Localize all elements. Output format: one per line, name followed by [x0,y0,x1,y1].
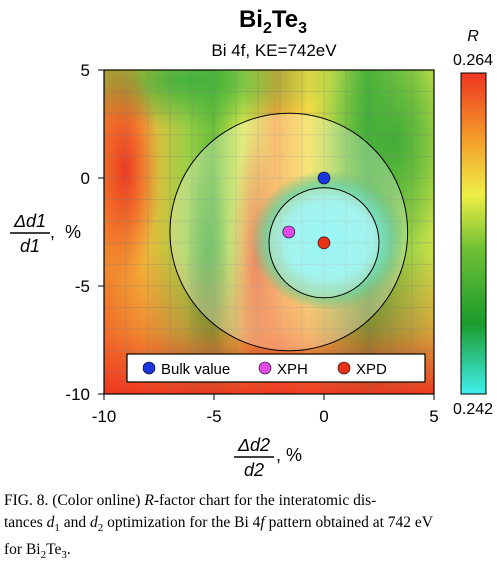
figure-title: Bi2Te3 [239,6,307,37]
x-axis: -10 -5 0 5 [92,394,439,426]
legend-marker [337,361,351,375]
colorbar-max-label: 0.264 [453,52,493,69]
x-tick-label: -10 [92,407,117,426]
heatmap-red-left [104,70,160,280]
heatmap [104,70,434,394]
data-point-xph [282,225,296,239]
data-point-bulk-value [317,171,331,185]
colorbar-label: R [467,28,479,45]
caption-line: FIG. 8. (Color online) R-factor chart fo… [4,492,377,509]
figure-caption: FIG. 8. (Color online) R-factor chart fo… [4,490,497,566]
legend-label: XPH [277,361,308,378]
y-label-denominator: d1 [20,236,40,256]
x-label-denominator: d2 [244,460,264,480]
y-label-numerator: Δd1 [13,211,46,231]
legend-box [126,353,426,383]
figure-subtitle: Bi 4f, KE=742eV [211,41,337,60]
data-point-xpd [317,236,331,250]
legend-marker [142,361,156,375]
colorbar: R 0.264 0.242 [453,28,493,418]
y-axis-label: Δd1 d1 , % [10,211,81,256]
x-label-numerator: Δd2 [237,435,270,455]
y-axis: 5 0 -5 -10 [65,61,104,404]
x-tick-label: 0 [319,407,328,426]
y-label-unit: , % [50,222,81,242]
caption-line: for Bi2Te3. [4,541,71,562]
y-tick-label: -5 [75,277,90,296]
y-tick-label: 0 [81,169,90,188]
legend: Bulk value XPH XPD [126,353,426,383]
y-tick-label: -10 [65,385,90,404]
legend-label: XPD [356,361,387,378]
colorbar-gradient [460,72,487,395]
plot-frame [103,69,435,395]
caption-line: tances d1 and d2 optimization for the Bi… [4,514,433,535]
colorbar-min-label: 0.242 [453,401,493,418]
r-factor-figure: Bi2Te3 Bi 4f, KE=742eV Bulk value XPH XPD … [10,6,493,480]
legend-label: Bulk value [161,361,230,378]
legend-marker [258,361,272,375]
data-points [282,171,331,250]
x-tick-label: 5 [429,407,438,426]
x-label-unit: , % [276,445,302,465]
y-tick-label: 5 [81,61,90,80]
x-axis-label: Δd2 d2 , % [234,435,302,480]
x-tick-label: -5 [206,407,221,426]
heatmap-green-top [104,70,330,130]
